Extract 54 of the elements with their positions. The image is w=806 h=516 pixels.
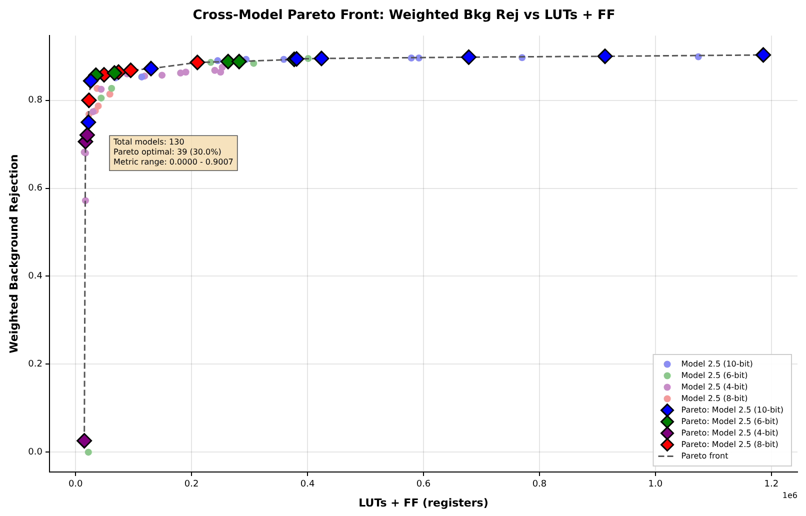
point	[122, 62, 138, 78]
point	[158, 72, 166, 79]
x-tick-label: 0.8	[532, 480, 547, 490]
point	[597, 48, 613, 64]
legend-label: Pareto front	[681, 451, 728, 460]
point	[76, 433, 92, 449]
point	[756, 47, 772, 63]
point	[190, 54, 206, 70]
legend-label: Pareto: Model 2.5 (4-bit)	[681, 428, 778, 438]
y-tick-label: 0.8	[28, 96, 43, 106]
legend-label: Pareto: Model 2.5 (6-bit)	[681, 416, 778, 426]
annotation: Pareto optimal: 39 (30.0%)	[114, 148, 222, 157]
x-axis-title: LUTs + FF (registers)	[358, 496, 488, 510]
point	[460, 49, 476, 65]
x-tick-label: 0.6	[416, 480, 431, 490]
x-tick-label: 1.2	[764, 480, 779, 490]
point	[231, 54, 247, 70]
text: 1e6	[782, 491, 798, 500]
y-axis-title: Weighted Background Rejection	[7, 154, 20, 354]
point	[79, 127, 95, 143]
point	[98, 86, 105, 93]
point	[143, 60, 159, 76]
y-tick-label: 0.6	[28, 184, 43, 194]
point	[90, 108, 96, 116]
y-tick-label: 0.2	[28, 360, 43, 370]
legend-label: Model 2.5 (10-bit)	[681, 359, 753, 368]
legend-label: Model 2.5 (8-bit)	[681, 394, 748, 403]
x-tick-label: 0.4	[300, 480, 315, 490]
point	[81, 92, 97, 108]
chart-title: Cross-Model Pareto Front: Weighted Bkg Rej vs LUTs + FF	[192, 8, 616, 24]
point	[98, 94, 105, 102]
point	[211, 66, 218, 74]
x-tick-label: 0.0	[68, 480, 84, 490]
y-tick-label: 0.4	[28, 272, 43, 282]
point	[108, 84, 116, 92]
y-tick-label: 0.0	[28, 448, 43, 458]
point	[220, 54, 236, 70]
annotation: Metric range: 0.0000 - 0.9007	[114, 158, 234, 167]
legend-label: Pareto: Model 2.5 (10-bit)	[681, 405, 784, 414]
legend-label: Model 2.5 (6-bit)	[681, 370, 748, 380]
point	[138, 73, 146, 80]
point	[82, 73, 98, 89]
x-tick-label: 1.0	[648, 480, 663, 490]
annotation: Total models: 130	[112, 138, 184, 147]
point	[314, 50, 330, 66]
point	[106, 90, 114, 98]
x-tick-label: 0.2	[184, 480, 199, 490]
legend-label: Pareto: Model 2.5 (8-bit)	[681, 440, 778, 449]
point	[94, 102, 102, 110]
point	[182, 68, 190, 76]
legend-label: Model 2.5 (4-bit)	[681, 382, 748, 392]
point	[106, 65, 122, 81]
point	[80, 114, 96, 130]
point	[84, 448, 92, 456]
